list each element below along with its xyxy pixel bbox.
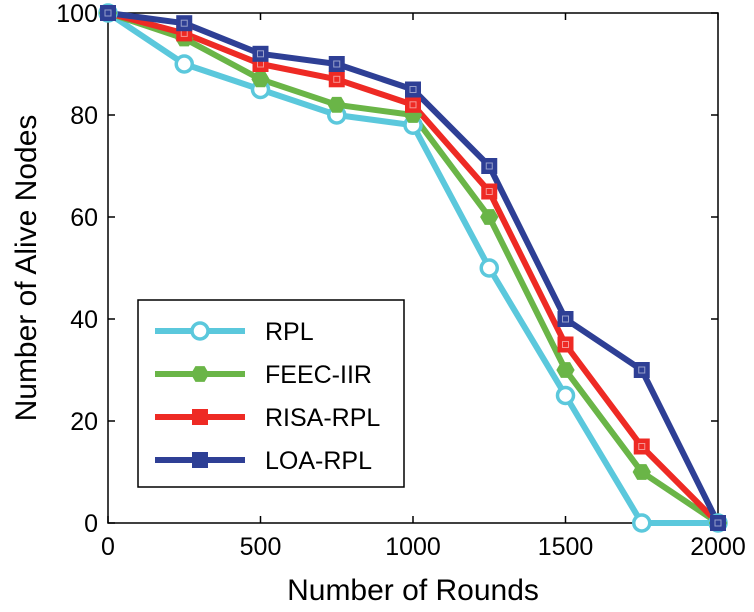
y-axis-label: Number of Alive Nodes [10, 115, 43, 422]
data-point-risa-rpl [557, 336, 574, 353]
legend-marker-feec-iir [190, 366, 210, 382]
data-point-loa-rpl [328, 56, 345, 72]
data-point-inner-risa-rpl [409, 101, 417, 109]
data-point-rpl [479, 258, 499, 278]
y-tick-label: 0 [84, 510, 98, 538]
data-point-loa-rpl [710, 515, 726, 531]
data-point-inner-loa-rpl [485, 162, 493, 170]
legend-marker-loa-rpl [192, 452, 208, 468]
data-point-loa-rpl [405, 81, 421, 98]
data-point-feec-iir [327, 96, 346, 113]
data-point-inner-risa-rpl [485, 188, 493, 195]
data-point-inner-risa-rpl [638, 443, 646, 450]
x-axis-label: Number of Rounds [287, 574, 539, 607]
data-point-inner-risa-rpl [333, 75, 341, 83]
data-point-inner-risa-rpl [562, 341, 569, 348]
x-tick-label: 500 [240, 533, 282, 561]
data-point-inner-loa-rpl [714, 519, 722, 527]
data-point-risa-rpl [405, 96, 421, 113]
data-point-inner-loa-rpl [333, 60, 341, 68]
data-point-inner-loa-rpl [104, 9, 112, 17]
x-axis: 0 500 1000 1500 2000 [101, 13, 746, 561]
x-tick-label: 1500 [538, 533, 594, 561]
data-point-rpl [632, 513, 652, 533]
data-point-risa-rpl [481, 183, 498, 200]
data-point-risa-rpl [328, 71, 345, 88]
data-point-inner-loa-rpl [409, 86, 417, 93]
legend-label-feec-iir: FEEC-IIR [265, 361, 372, 389]
data-point-loa-rpl [100, 5, 116, 21]
x-tick-label: 2000 [690, 533, 746, 561]
data-point-inner-loa-rpl [257, 50, 264, 58]
series-markers [98, 3, 728, 533]
x-tick-label: 0 [101, 533, 115, 561]
legend-label-rpl: RPL [265, 318, 314, 346]
data-point-inner-loa-rpl [562, 315, 569, 323]
data-point-loa-rpl [633, 362, 650, 378]
data-point-rpl [174, 54, 194, 74]
y-tick-label: 80 [70, 102, 98, 130]
y-tick-label: 20 [70, 408, 98, 436]
legend: RPL FEEC-IIR RISA-RPL LOA-RPL [137, 299, 405, 488]
data-point-feec-iir [480, 209, 499, 225]
x-tick-label: 1000 [385, 533, 441, 561]
legend-marker-rpl [190, 321, 210, 341]
data-point-feec-iir [556, 362, 575, 378]
legend-marker-risa-rpl [192, 409, 208, 425]
data-point-loa-rpl [252, 45, 269, 62]
data-point-inner-loa-rpl [638, 366, 646, 374]
y-axis: 0 20 40 60 80 100 [56, 0, 718, 538]
y-tick-label: 100 [56, 0, 98, 28]
data-point-loa-rpl [557, 311, 574, 327]
data-point-loa-rpl [481, 158, 498, 174]
legend-label-loa-rpl: LOA-RPL [265, 447, 372, 475]
legend-label-risa-rpl: RISA-RPL [265, 404, 380, 432]
data-point-feec-iir [632, 464, 651, 480]
data-point-risa-rpl [633, 438, 650, 455]
data-point-inner-loa-rpl [180, 19, 188, 27]
data-point-rpl [555, 385, 576, 406]
data-point-feec-iir [251, 71, 270, 88]
data-point-loa-rpl [176, 15, 193, 32]
y-tick-label: 40 [70, 306, 98, 334]
y-tick-label: 60 [70, 204, 98, 232]
